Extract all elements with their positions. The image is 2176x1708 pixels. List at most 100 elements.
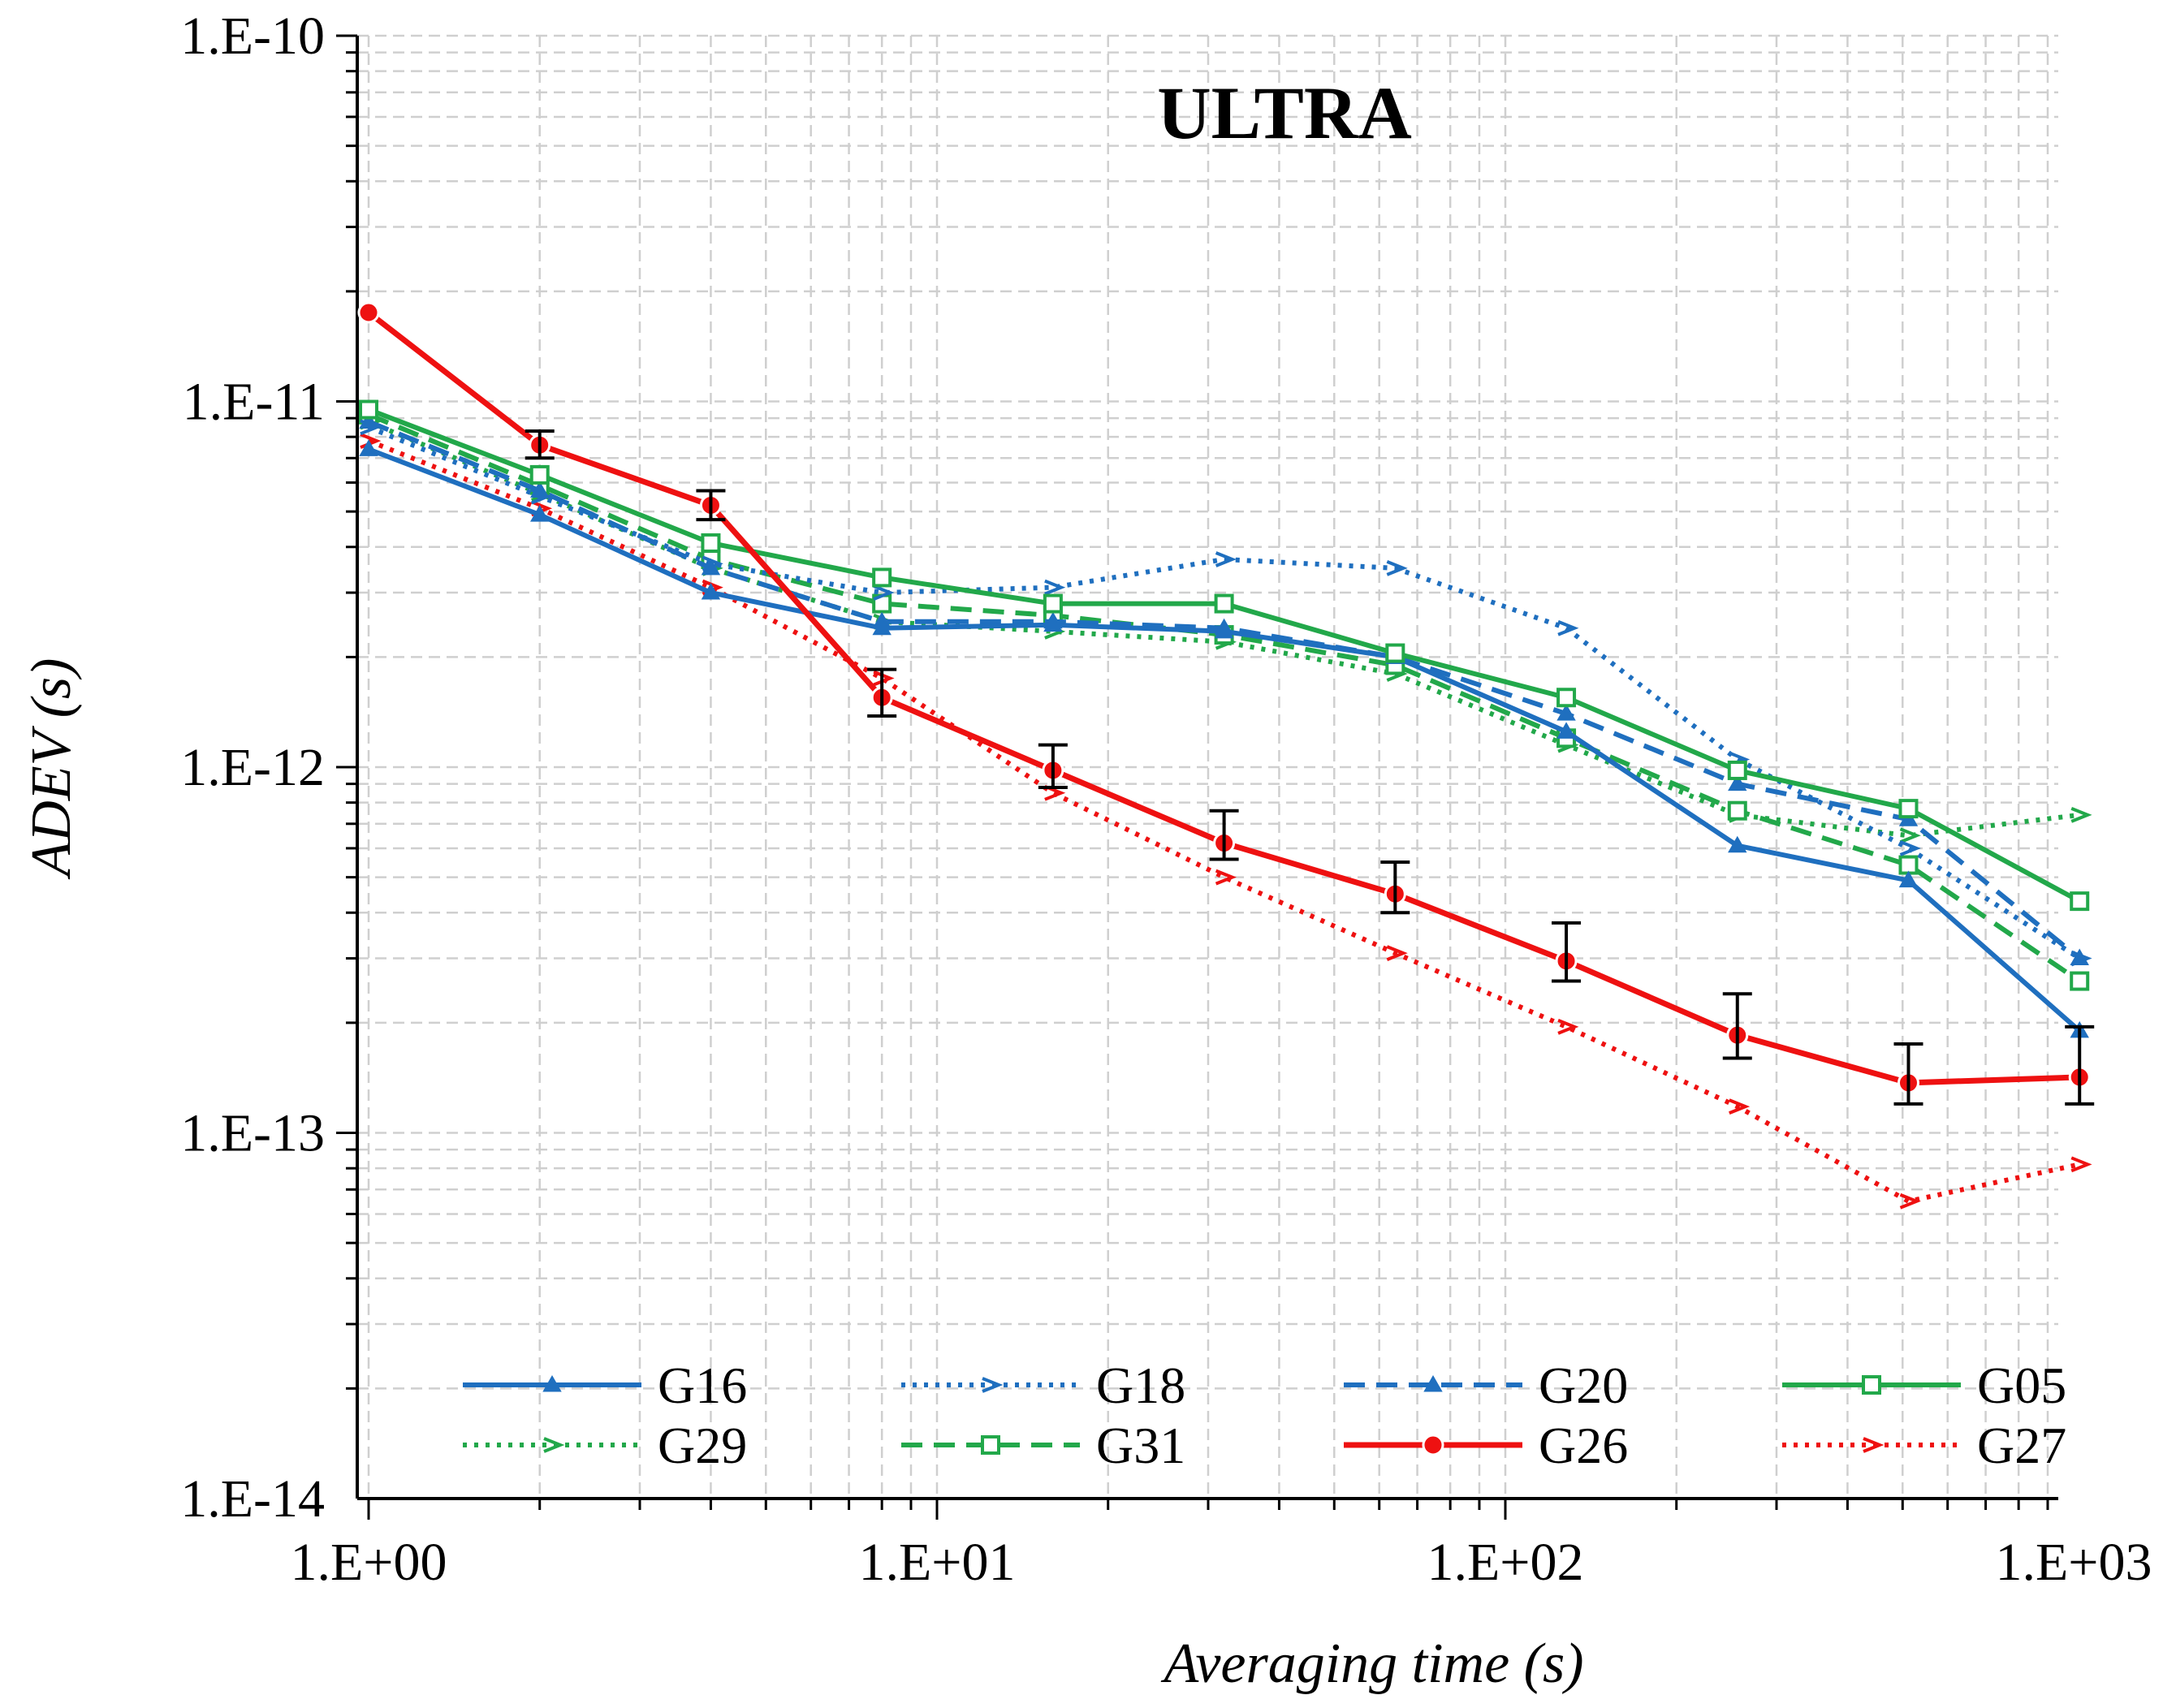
legend: G16 G18 G20 G05 G29 G31 G26 G27 <box>463 1356 2066 1474</box>
data-point-g05 <box>1385 643 1405 663</box>
y-tick-label: 1.E-11 <box>183 373 325 432</box>
data-point-g05 <box>1556 688 1577 708</box>
data-point-g29 <box>2070 807 2092 823</box>
data-point-g27 <box>2070 1156 2092 1173</box>
data-point-g05 <box>701 533 721 553</box>
error-bar <box>1380 860 1410 915</box>
x-tick-label: 1.E+03 <box>1995 1533 2152 1592</box>
data-point-g05 <box>1898 799 1919 819</box>
data-point-g18 <box>1899 840 1921 856</box>
data-point-g05 <box>1043 593 1063 614</box>
data-point-g31 <box>2070 971 2090 991</box>
chart-title: ULTRA <box>1157 71 1412 154</box>
series-line-g27 <box>367 438 2080 1204</box>
data-point-g18 <box>1557 619 1579 636</box>
data-point-g26 <box>357 301 380 324</box>
data-point-g05 <box>359 399 378 420</box>
data-point-g29 <box>1899 827 1921 844</box>
data-point-g20 <box>701 558 721 576</box>
legend-label: G31 <box>1096 1417 1185 1474</box>
data-point-g27 <box>1557 1018 1579 1035</box>
data-point-g27 <box>1899 1193 1921 1210</box>
x-tick-label: 1.E+02 <box>1427 1533 1583 1592</box>
x-axis-title: Averaging time (s) <box>1160 1633 1583 1695</box>
error-bar <box>1038 743 1068 790</box>
data-point-g16 <box>1556 722 1576 739</box>
data-point-g05 <box>2070 891 2090 912</box>
legend-label: G29 <box>658 1417 747 1474</box>
series-line-g26 <box>366 310 2080 1086</box>
legend-marker <box>1863 1437 1885 1453</box>
legend-marker <box>982 1377 1004 1393</box>
legend-marker <box>1423 1374 1443 1392</box>
tick-labels: 1.E+00 1.E+01 1.E+02 1.E+03 1.E-10 1.E-11 1.E-… <box>180 6 2152 1592</box>
data-point-g27 <box>1386 945 1408 961</box>
data-point-g16 <box>1214 621 1234 639</box>
data-point-g20 <box>359 412 378 429</box>
series-line-g31 <box>367 412 2081 984</box>
data-point-g20 <box>2070 948 2089 966</box>
y-tick-label: 1.E-13 <box>180 1104 325 1163</box>
data-point-g20 <box>1728 774 1747 791</box>
legend-marker <box>1422 1434 1444 1456</box>
data-point-g20 <box>529 481 550 498</box>
series-line-g16 <box>367 446 2082 1033</box>
series-g16 <box>359 439 2089 1038</box>
data-point-g20 <box>1556 704 1576 721</box>
y-tick-label: 1.E-10 <box>180 6 325 66</box>
data-point-g18 <box>873 584 895 601</box>
series-g05 <box>359 399 2090 912</box>
error-bar <box>2065 1024 2095 1106</box>
data-series <box>357 301 2092 1210</box>
legend-label: G27 <box>1977 1417 2066 1474</box>
data-point-g16 <box>701 583 721 600</box>
data-point-g16 <box>529 505 550 522</box>
error-bar <box>1552 921 1582 983</box>
error-bar <box>867 667 897 718</box>
tick-marks <box>336 34 2049 1520</box>
legend-marker <box>543 1437 565 1453</box>
series-g18 <box>360 419 2092 967</box>
data-point-g16 <box>359 439 378 456</box>
legend-marker <box>1862 1375 1881 1395</box>
series-g26 <box>357 301 2091 1094</box>
data-point-g18 <box>1386 560 1408 576</box>
data-point-g05 <box>872 567 892 588</box>
data-point-g05 <box>1727 760 1747 780</box>
data-point-g27 <box>1215 869 1237 886</box>
data-point-g18 <box>1215 551 1237 567</box>
legend-label: G18 <box>1096 1356 1185 1414</box>
data-point-g16 <box>1728 835 1747 853</box>
data-point-g16 <box>1898 870 1919 888</box>
error-bar <box>1209 809 1239 861</box>
legend-label: G05 <box>1977 1356 2066 1414</box>
y-tick-label: 1.E-14 <box>180 1469 325 1529</box>
legend-marker <box>542 1374 562 1392</box>
x-tick-label: 1.E+01 <box>858 1533 1015 1592</box>
data-point-g18 <box>1044 579 1066 596</box>
data-point-g16 <box>1043 615 1063 632</box>
legend-marker <box>981 1435 1000 1455</box>
data-point-g31 <box>1727 800 1747 821</box>
error-bar <box>1722 992 1752 1060</box>
x-tick-label: 1.E+00 <box>290 1533 447 1592</box>
data-point-g27 <box>873 670 895 687</box>
legend-item-g18: G18 <box>901 1356 1185 1414</box>
data-point-g05 <box>1214 593 1234 614</box>
data-point-g16 <box>872 618 892 636</box>
y-tick-label: 1.E-12 <box>180 738 325 797</box>
error-bar <box>696 489 726 522</box>
legend-item-g05: G05 <box>1782 1356 2066 1414</box>
grid <box>357 34 2058 1499</box>
legend-item-g27: G27 <box>1782 1417 2066 1474</box>
series-g31 <box>359 404 2090 991</box>
legend-label: G16 <box>658 1356 747 1414</box>
legend-item-g29: G29 <box>463 1417 747 1474</box>
data-point-g05 <box>529 464 550 485</box>
legend-item-g16: G16 <box>463 1356 747 1414</box>
legend-label: G20 <box>1539 1356 1628 1414</box>
legend-item-g20: G20 <box>1344 1356 1628 1414</box>
legend-item-g31: G31 <box>901 1417 1185 1474</box>
error-bar <box>525 429 555 460</box>
data-point-g27 <box>1729 1098 1751 1115</box>
